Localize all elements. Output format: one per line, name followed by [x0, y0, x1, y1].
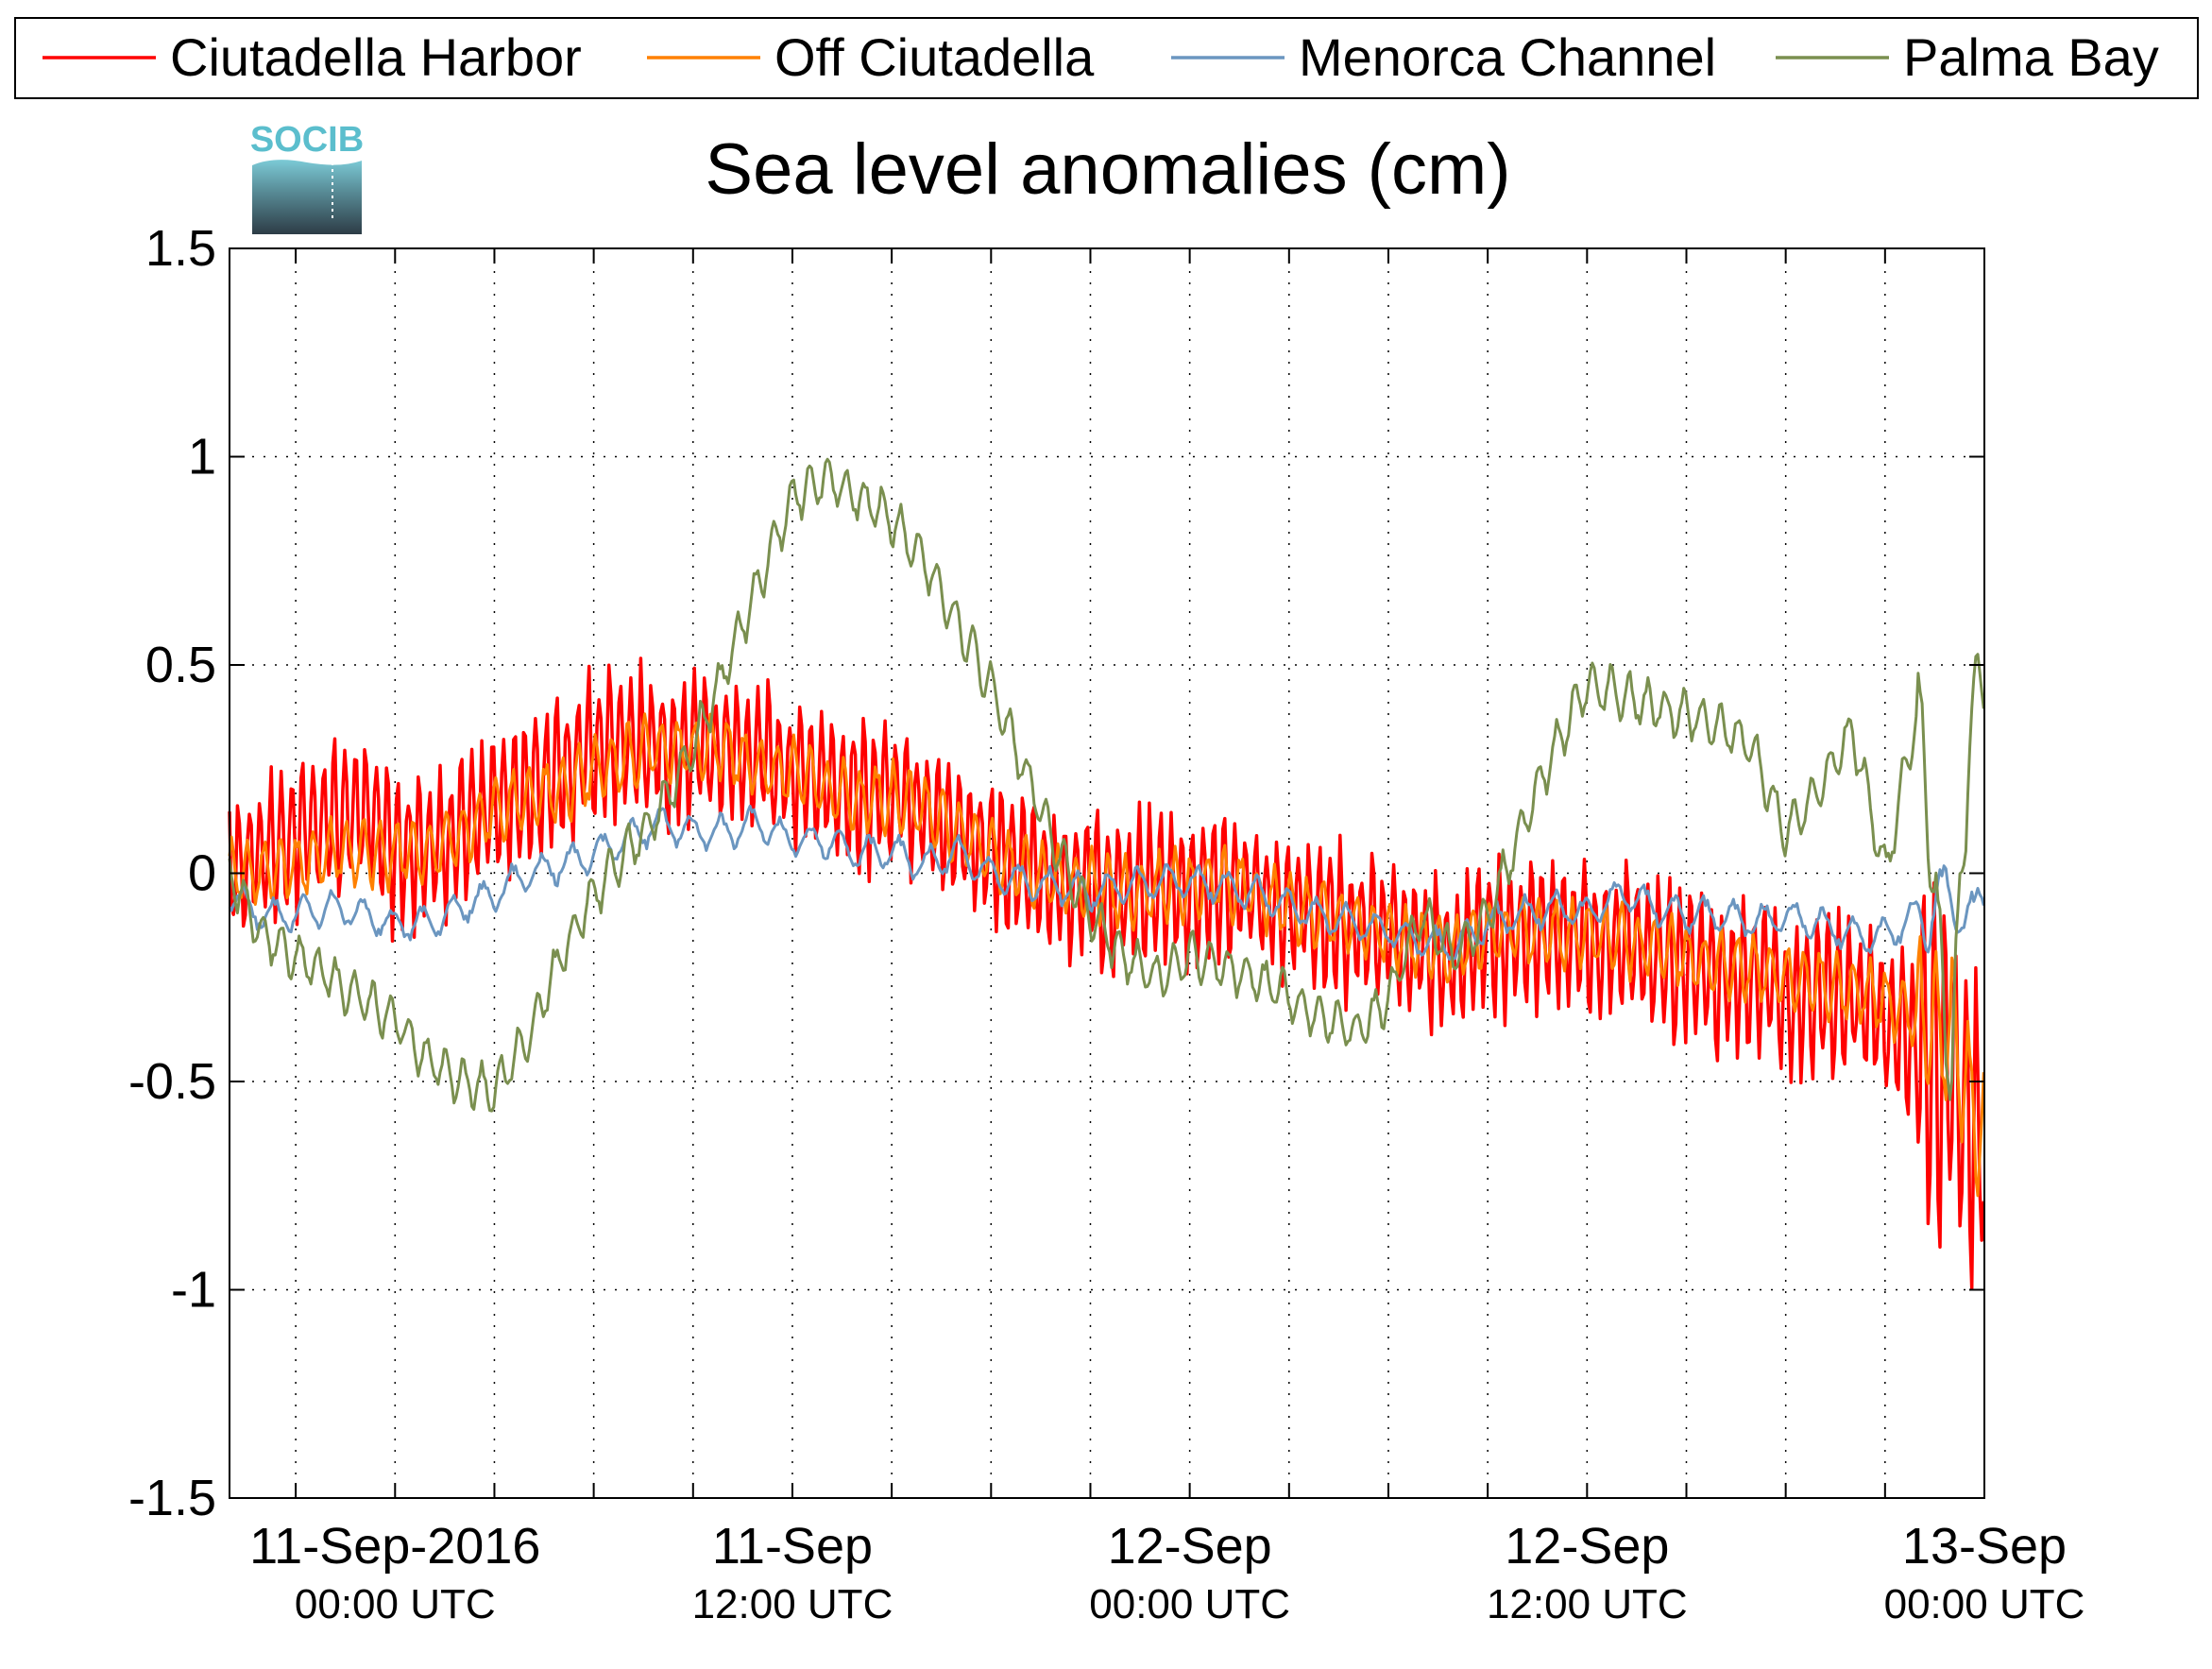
legend-label: Ciutadella Harbor — [170, 27, 582, 87]
x-tick-label: 11-Sep-2016 — [249, 1518, 540, 1575]
x-tick-sublabel: 12:00 UTC — [692, 1581, 893, 1627]
x-tick-label: 11-Sep — [712, 1518, 873, 1575]
legend-label: Off Ciutadella — [774, 27, 1095, 87]
y-tick-label: -1.5 — [128, 1470, 216, 1526]
series-line-2 — [228, 804, 1985, 962]
series-group — [228, 457, 1986, 1290]
series-line-1 — [228, 712, 1985, 1198]
socib-wave-icon — [252, 160, 362, 234]
y-tick-label: 1.5 — [145, 220, 216, 277]
y-tick-label: -1 — [171, 1262, 216, 1319]
x-tick-label: 13-Sep — [1902, 1518, 2067, 1575]
series-line-3 — [228, 457, 1985, 1113]
chart-title: Sea level anomalies (cm) — [705, 129, 1510, 210]
legend-label: Palma Bay — [1903, 27, 2159, 87]
socib-logo: SOCIB — [250, 120, 364, 234]
y-tick-label: -0.5 — [128, 1053, 216, 1110]
x-tick-label: 12-Sep — [1505, 1518, 1669, 1575]
x-tick-label: 12-Sep — [1108, 1518, 1272, 1575]
x-tick-sublabel: 12:00 UTC — [1487, 1581, 1688, 1627]
y-tick-label: 1 — [188, 429, 216, 485]
legend-label: Menorca Channel — [1299, 27, 1716, 87]
socib-logo-text: SOCIB — [250, 120, 364, 160]
x-tick-sublabel: 00:00 UTC — [295, 1581, 496, 1627]
x-tick-sublabel: 00:00 UTC — [1089, 1581, 1290, 1627]
x-tick-labels: 11-Sep-2016 00:00 UTC 11-Sep 12:00 UTC 12-Se… — [249, 1518, 2084, 1627]
y-tick-label: 0.5 — [145, 637, 216, 693]
legend: Ciutadella Harbor Off Ciutadella Menorca C… — [43, 27, 2159, 87]
y-tick-label: 0 — [188, 845, 216, 902]
y-tick-labels: 1.5 1 0.5 0 -0.5 -1 -1.5 — [128, 220, 216, 1526]
x-tick-sublabel: 00:00 UTC — [1884, 1581, 2085, 1627]
ticks — [230, 247, 1985, 1499]
